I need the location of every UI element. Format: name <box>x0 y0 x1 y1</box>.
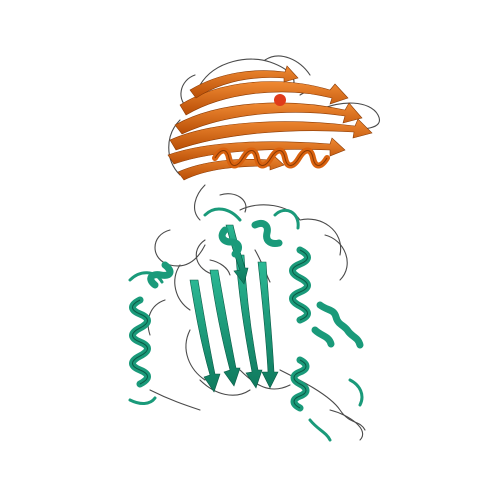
teal-helices-shade <box>132 249 308 409</box>
orange-helix-shade <box>214 150 328 166</box>
orange-domain-accent <box>274 94 286 106</box>
teal-loops <box>128 207 364 442</box>
teal-domain-sheets <box>189 224 279 393</box>
